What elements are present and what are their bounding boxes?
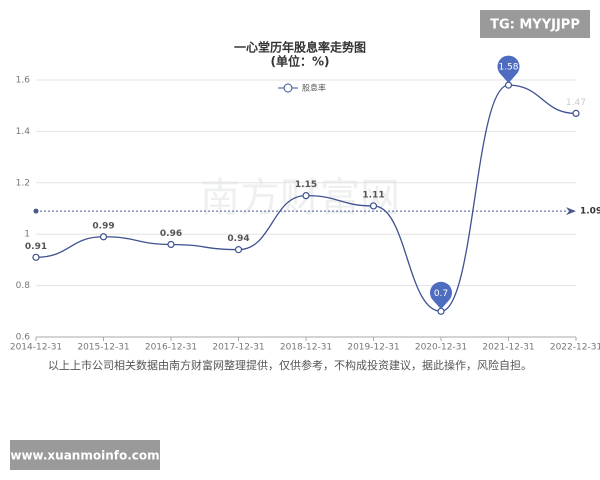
point <box>302 192 310 200</box>
legend-label: 股息率 <box>302 83 326 93</box>
y-tick-label: 1.4 <box>16 127 31 137</box>
chart-title: 一心堂历年股息率走势图 <box>234 40 366 55</box>
data-label: 0.91 <box>25 242 47 252</box>
data-label: 0.94 <box>227 234 249 244</box>
x-tick-label: 2020-12-31 <box>415 343 467 353</box>
x-tick-label: 2018-12-31 <box>280 343 332 353</box>
badge-text: TG: MYYJJPP <box>490 18 580 33</box>
x-tick-label: 2017-12-31 <box>212 343 264 353</box>
point <box>99 233 108 241</box>
pin <box>497 55 520 84</box>
x-tick-label: 2022-12-31 <box>550 343 600 353</box>
chart-subtitle: (单位：%) <box>271 54 330 69</box>
y-tick-label: 0.8 <box>16 281 31 291</box>
badge <box>10 440 160 470</box>
pin <box>430 281 453 310</box>
legend-marker <box>283 83 293 93</box>
x-tick-label: 2014-12-31 <box>10 343 62 353</box>
average-arrow <box>566 207 576 216</box>
y-tick-label: 1.6 <box>16 76 31 86</box>
x-tick-label: 2019-12-31 <box>347 343 399 353</box>
data-label: 0.99 <box>92 221 114 231</box>
data-label: 1.15 <box>295 180 317 190</box>
y-tick-label: 1.2 <box>16 178 30 188</box>
x-tick-label: 2016-12-31 <box>145 343 197 353</box>
point <box>234 246 243 254</box>
point <box>167 240 175 249</box>
y-tick-label: 0.6 <box>16 333 31 343</box>
point <box>572 109 580 118</box>
badge <box>480 10 590 38</box>
average-label: 1.09 <box>580 207 600 217</box>
data-label: 0.96 <box>160 229 182 239</box>
series-line <box>35 84 577 312</box>
point <box>32 253 40 261</box>
badge-text: www.xuanmoinfo.com <box>10 449 159 463</box>
data-label: 1.11 <box>362 190 384 200</box>
data-label: 0.7 <box>434 289 448 299</box>
average-start <box>33 208 39 214</box>
y-tick-label: 1 <box>24 230 30 240</box>
x-tick-label: 2021-12-31 <box>482 343 534 353</box>
data-label: 1.58 <box>498 63 518 73</box>
data-label: 1.47 <box>566 98 586 108</box>
point <box>369 202 378 210</box>
footnote: 以上上市公司相关数据由南方财富网整理提供，仅供参考，不构成投资建议，据此操作，风… <box>48 358 532 372</box>
x-tick-label: 2015-12-31 <box>77 343 129 353</box>
